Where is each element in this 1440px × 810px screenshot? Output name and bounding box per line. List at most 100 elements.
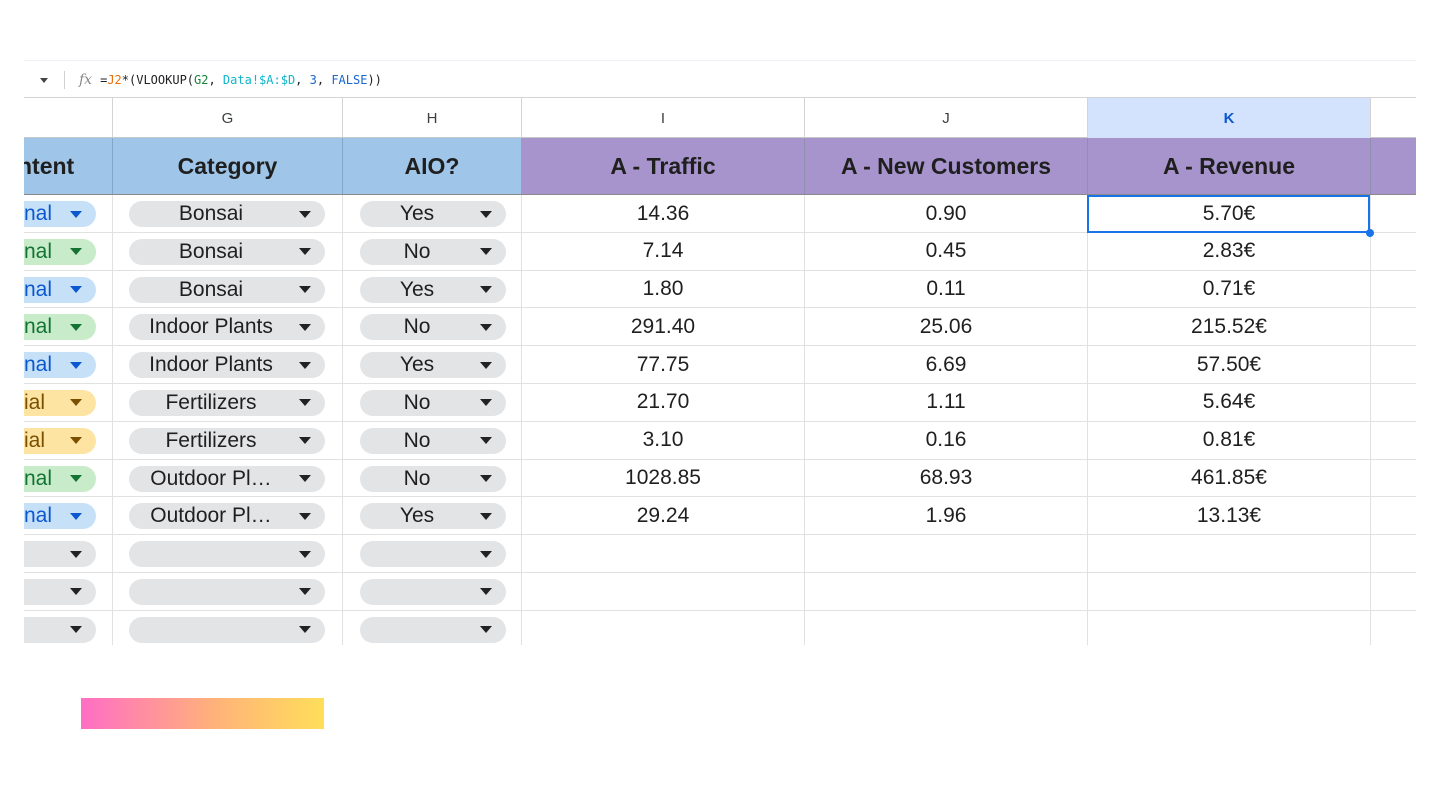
cell-category[interactable]: Outdoor Pl… <box>113 497 343 535</box>
cell-intent[interactable]: nal <box>24 497 113 535</box>
aio-dropdown-chip[interactable]: Yes <box>360 201 506 227</box>
cell-category[interactable] <box>113 535 343 573</box>
category-dropdown-chip[interactable] <box>129 541 325 568</box>
cell-aio[interactable] <box>343 572 522 610</box>
header-new-customers[interactable]: A - New Customers <box>805 138 1088 194</box>
cell-new-customers[interactable]: 0.11 <box>805 270 1088 308</box>
cell-category[interactable] <box>113 610 343 645</box>
cell-revenue[interactable]: 13.13€ <box>1088 497 1371 535</box>
category-dropdown-chip[interactable]: Indoor Plants <box>129 352 325 379</box>
category-dropdown-chip[interactable]: Outdoor Pl… <box>129 465 325 492</box>
category-dropdown-chip[interactable]: Fertilizers <box>129 389 325 416</box>
category-dropdown-chip[interactable]: Fertilizers <box>129 427 325 454</box>
header-aio[interactable]: AIO? <box>343 138 522 194</box>
cell-intent[interactable]: nal <box>24 346 113 384</box>
category-dropdown-chip[interactable]: Outdoor Pl… <box>129 503 325 530</box>
intent-dropdown-chip[interactable]: nal <box>24 276 96 303</box>
cell-intent[interactable] <box>24 610 113 645</box>
cell-traffic[interactable]: 291.40 <box>522 308 805 346</box>
aio-dropdown-chip[interactable]: Yes <box>360 352 506 379</box>
name-box-dropdown[interactable] <box>24 66 64 94</box>
column-header-j[interactable]: J <box>805 98 1088 138</box>
cell-traffic[interactable] <box>522 610 805 645</box>
cell-aio[interactable]: Yes <box>343 346 522 384</box>
cell-aio[interactable] <box>343 535 522 573</box>
cell-aio[interactable]: Yes <box>343 195 522 232</box>
cell-new-customers[interactable]: 25.06 <box>805 308 1088 346</box>
cell-intent[interactable]: ial <box>24 421 113 459</box>
cell-category[interactable]: Bonsai <box>113 232 343 270</box>
aio-dropdown-chip[interactable]: Yes <box>360 276 506 303</box>
cell-category[interactable]: Outdoor Pl… <box>113 459 343 497</box>
cell-traffic[interactable] <box>522 572 805 610</box>
aio-dropdown-chip[interactable]: No <box>360 389 506 416</box>
aio-dropdown-chip[interactable]: No <box>360 314 506 341</box>
category-dropdown-chip[interactable] <box>129 578 325 605</box>
intent-dropdown-chip[interactable]: nal <box>24 503 96 530</box>
aio-dropdown-chip[interactable]: No <box>360 427 506 454</box>
header-revenue[interactable]: A - Revenue <box>1088 138 1371 194</box>
cell-aio[interactable]: Yes <box>343 270 522 308</box>
aio-dropdown-chip[interactable] <box>360 541 506 568</box>
cell-new-customers[interactable]: 68.93 <box>805 459 1088 497</box>
aio-dropdown-chip[interactable] <box>360 578 506 605</box>
intent-dropdown-chip[interactable] <box>24 578 96 605</box>
cell-intent[interactable]: nal <box>24 308 113 346</box>
cell-new-customers[interactable]: 1.96 <box>805 497 1088 535</box>
column-header-g[interactable]: G <box>113 98 343 138</box>
category-dropdown-chip[interactable]: Bonsai <box>129 201 325 227</box>
cell-category[interactable] <box>113 572 343 610</box>
cell-new-customers[interactable]: 6.69 <box>805 346 1088 384</box>
cell-new-customers[interactable]: 0.90 <box>805 195 1088 232</box>
cell-new-customers[interactable]: 1.11 <box>805 383 1088 421</box>
aio-dropdown-chip[interactable]: No <box>360 465 506 492</box>
cell-intent[interactable] <box>24 535 113 573</box>
intent-dropdown-chip[interactable]: nal <box>24 352 96 379</box>
cell-revenue[interactable]: 2.83€ <box>1088 232 1371 270</box>
cell-category[interactable]: Bonsai <box>113 270 343 308</box>
cell-intent[interactable]: nal <box>24 232 113 270</box>
cell-new-customers[interactable] <box>805 610 1088 645</box>
cell-revenue[interactable]: 5.64€ <box>1088 383 1371 421</box>
cell-category[interactable]: Indoor Plants <box>113 308 343 346</box>
cell-intent[interactable]: nal <box>24 459 113 497</box>
cell-aio[interactable] <box>343 610 522 645</box>
cell-category[interactable]: Indoor Plants <box>113 346 343 384</box>
intent-dropdown-chip[interactable]: nal <box>24 314 96 341</box>
category-dropdown-chip[interactable]: Bonsai <box>129 238 325 265</box>
cell-traffic[interactable]: 1028.85 <box>522 459 805 497</box>
cell-intent[interactable] <box>24 572 113 610</box>
cell-revenue[interactable]: 57.50€ <box>1088 346 1371 384</box>
category-dropdown-chip[interactable]: Bonsai <box>129 276 325 303</box>
intent-dropdown-chip[interactable]: nal <box>24 465 96 492</box>
cell-aio[interactable]: No <box>343 383 522 421</box>
cell-aio[interactable]: No <box>343 421 522 459</box>
cell-traffic[interactable] <box>522 535 805 573</box>
cell-revenue[interactable] <box>1088 535 1371 573</box>
cell-new-customers[interactable] <box>805 535 1088 573</box>
column-header-f[interactable] <box>24 98 113 138</box>
cell-category[interactable]: Fertilizers <box>113 421 343 459</box>
aio-dropdown-chip[interactable]: No <box>360 238 506 265</box>
formula-input[interactable]: =J2*(VLOOKUP(G2, Data!$A:$D, 3, FALSE)) <box>100 73 382 87</box>
cell-intent[interactable]: nal <box>24 270 113 308</box>
cell-category[interactable]: Fertilizers <box>113 383 343 421</box>
header-traffic[interactable]: A - Traffic <box>522 138 805 194</box>
column-header-i[interactable]: I <box>522 98 805 138</box>
aio-dropdown-chip[interactable] <box>360 616 506 643</box>
cell-intent[interactable]: ial <box>24 383 113 421</box>
category-dropdown-chip[interactable] <box>129 616 325 643</box>
intent-dropdown-chip[interactable]: ial <box>24 427 96 454</box>
cell-revenue[interactable] <box>1088 572 1371 610</box>
cell-traffic[interactable]: 77.75 <box>522 346 805 384</box>
cell-revenue[interactable]: 215.52€ <box>1088 308 1371 346</box>
cell-traffic[interactable]: 1.80 <box>522 270 805 308</box>
cell-aio[interactable]: No <box>343 459 522 497</box>
cell-new-customers[interactable] <box>805 572 1088 610</box>
cell-traffic[interactable]: 14.36 <box>522 195 805 232</box>
header-category[interactable]: Category <box>113 138 343 194</box>
cell-new-customers[interactable]: 0.16 <box>805 421 1088 459</box>
header-intent[interactable]: ntent <box>24 138 113 194</box>
aio-dropdown-chip[interactable]: Yes <box>360 503 506 530</box>
intent-dropdown-chip[interactable]: nal <box>24 201 96 227</box>
